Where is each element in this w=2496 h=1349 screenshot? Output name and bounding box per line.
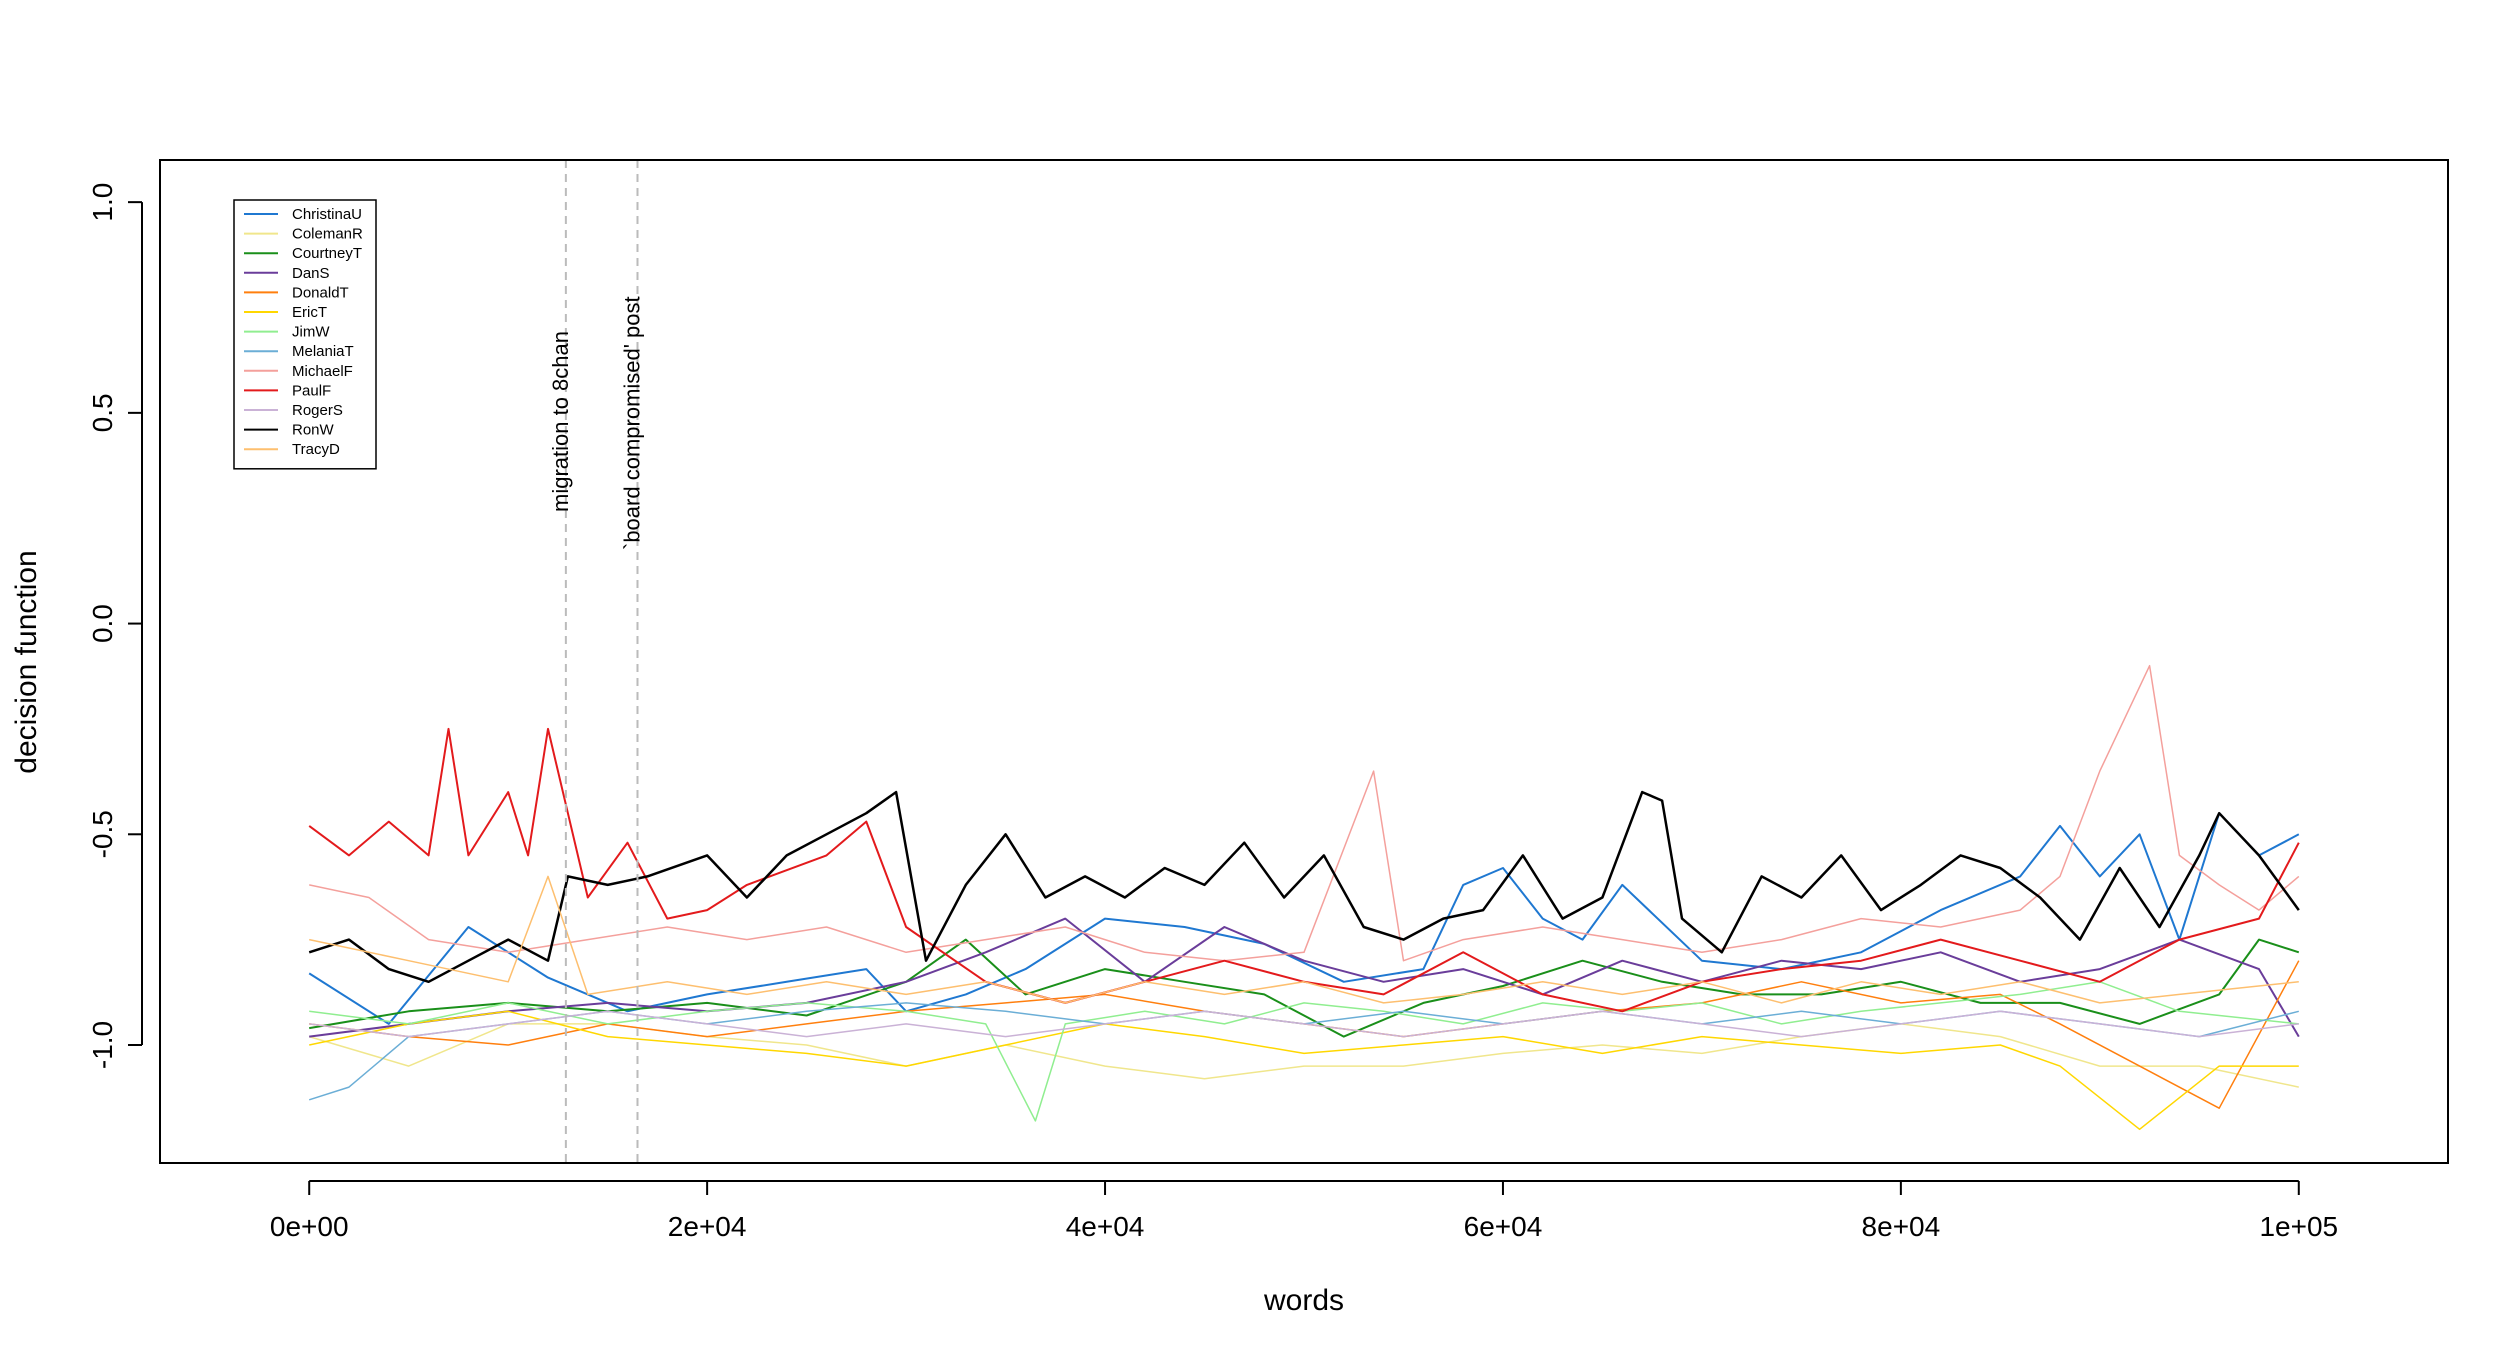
legend-box [233, 199, 377, 470]
series-line-ronw [308, 790, 2300, 984]
legend-label-melaniat: MelaniaT [292, 343, 354, 360]
legend-label-ronw: RonW [292, 422, 335, 439]
series-line-erict [309, 1010, 2299, 1131]
x-tick-label: 1e+05 [2259, 1211, 2338, 1242]
y-tick-label: -1.0 [87, 1021, 118, 1069]
legend: ChristinaU ColemanR CourtneyT DanS DonaldT Er… [233, 199, 377, 470]
legend-label-paulf: PaulF [292, 382, 331, 399]
x-tick-label: 2e+04 [668, 1211, 747, 1242]
legend-label-courtneyt: CourtneyT [292, 245, 362, 262]
x-tick-label: 8e+04 [1862, 1211, 1941, 1242]
event-label-1: migration to 8chan [548, 331, 573, 512]
y-tick-label: 0.5 [87, 393, 118, 432]
y-tick-label: 0.0 [87, 604, 118, 643]
y-tick-label: 1.0 [87, 183, 118, 222]
x-tick-label: 0e+00 [270, 1211, 349, 1242]
legend-label-jimw: JimW [292, 324, 330, 341]
annotation-layer: migration to 8chan `board compromised' po… [548, 160, 644, 1163]
event-label-2: `board compromised' post [619, 296, 644, 550]
series-layer [308, 664, 2300, 1131]
legend-label-michaelf: MichaelF [292, 363, 353, 380]
series-line-christinau [308, 812, 2300, 1025]
series-line-paulf [308, 727, 2300, 1013]
legend-label-erict: EricT [292, 304, 327, 321]
series-line-jimw [309, 981, 2299, 1122]
legend-label-donaldt: DonaldT [292, 284, 349, 301]
legend-label-tracyd: TracyD [292, 441, 340, 458]
plot-frame [159, 159, 2449, 1164]
legend-label-colemanr: ColemanR [292, 226, 363, 243]
series-line-michaelf [309, 664, 2300, 962]
series-line-tracyd [309, 875, 2299, 1004]
series-line-rogers [309, 1010, 2299, 1038]
x-axis-title: words [1263, 1284, 1344, 1317]
y-axis-title: decision function [10, 550, 43, 773]
legend-label-christinau: ChristinaU [292, 206, 362, 223]
legend-label-rogers: RogerS [292, 402, 343, 419]
x-tick-label: 6e+04 [1464, 1211, 1543, 1242]
axis-layer: 0e+00 2e+04 4e+04 6e+04 8e+04 1e+05 -1.0 -0.5 0.… [87, 183, 2338, 1242]
x-tick-label: 4e+04 [1066, 1211, 1145, 1242]
series-line-courtneyt [309, 938, 2300, 1038]
y-tick-label: -0.5 [87, 810, 118, 858]
legend-label-dans: DanS [292, 265, 330, 282]
